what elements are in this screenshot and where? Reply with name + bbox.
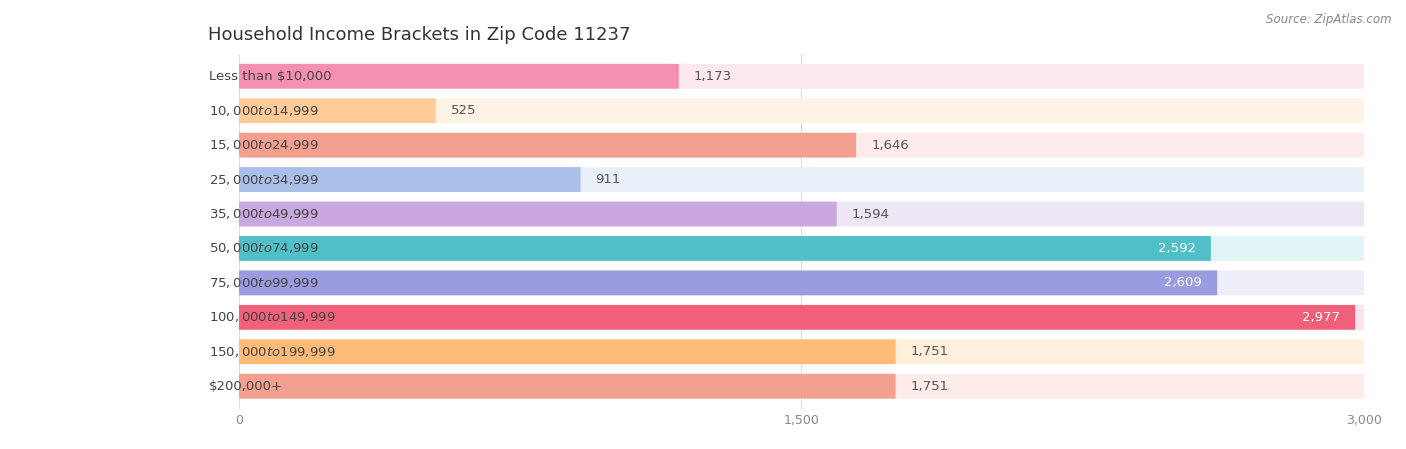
Text: 2,609: 2,609 xyxy=(1164,277,1202,290)
Text: 1,173: 1,173 xyxy=(693,70,733,83)
Text: $50,000 to $74,999: $50,000 to $74,999 xyxy=(209,242,319,255)
Text: 1,751: 1,751 xyxy=(911,380,949,393)
Text: $25,000 to $34,999: $25,000 to $34,999 xyxy=(209,172,319,187)
Text: 2,592: 2,592 xyxy=(1159,242,1197,255)
FancyBboxPatch shape xyxy=(239,270,1218,295)
FancyBboxPatch shape xyxy=(239,270,1364,295)
Text: 1,594: 1,594 xyxy=(852,207,890,220)
FancyBboxPatch shape xyxy=(239,64,679,88)
Text: Household Income Brackets in Zip Code 11237: Household Income Brackets in Zip Code 11… xyxy=(208,26,630,44)
FancyBboxPatch shape xyxy=(239,98,436,123)
Text: $35,000 to $49,999: $35,000 to $49,999 xyxy=(209,207,319,221)
Text: $200,000+: $200,000+ xyxy=(209,380,283,393)
Text: 2,977: 2,977 xyxy=(1302,311,1340,324)
FancyBboxPatch shape xyxy=(239,133,856,158)
FancyBboxPatch shape xyxy=(239,133,1364,158)
FancyBboxPatch shape xyxy=(239,236,1211,261)
FancyBboxPatch shape xyxy=(239,305,1355,330)
FancyBboxPatch shape xyxy=(239,64,1364,88)
FancyBboxPatch shape xyxy=(239,374,1364,399)
Text: Less than $10,000: Less than $10,000 xyxy=(209,70,332,83)
Text: $100,000 to $149,999: $100,000 to $149,999 xyxy=(209,310,336,324)
FancyBboxPatch shape xyxy=(239,305,1364,330)
Text: $10,000 to $14,999: $10,000 to $14,999 xyxy=(209,104,319,118)
FancyBboxPatch shape xyxy=(239,339,896,364)
Text: $15,000 to $24,999: $15,000 to $24,999 xyxy=(209,138,319,152)
FancyBboxPatch shape xyxy=(239,236,1364,261)
FancyBboxPatch shape xyxy=(239,167,581,192)
Text: 525: 525 xyxy=(451,104,477,117)
Text: $75,000 to $99,999: $75,000 to $99,999 xyxy=(209,276,319,290)
Text: 911: 911 xyxy=(596,173,621,186)
Text: Source: ZipAtlas.com: Source: ZipAtlas.com xyxy=(1267,13,1392,26)
FancyBboxPatch shape xyxy=(239,202,1364,226)
FancyBboxPatch shape xyxy=(239,202,837,226)
Text: 1,751: 1,751 xyxy=(911,345,949,358)
Text: 1,646: 1,646 xyxy=(872,139,908,152)
FancyBboxPatch shape xyxy=(239,339,1364,364)
FancyBboxPatch shape xyxy=(239,374,896,399)
FancyBboxPatch shape xyxy=(239,167,1364,192)
FancyBboxPatch shape xyxy=(239,98,1364,123)
Text: $150,000 to $199,999: $150,000 to $199,999 xyxy=(209,345,336,359)
